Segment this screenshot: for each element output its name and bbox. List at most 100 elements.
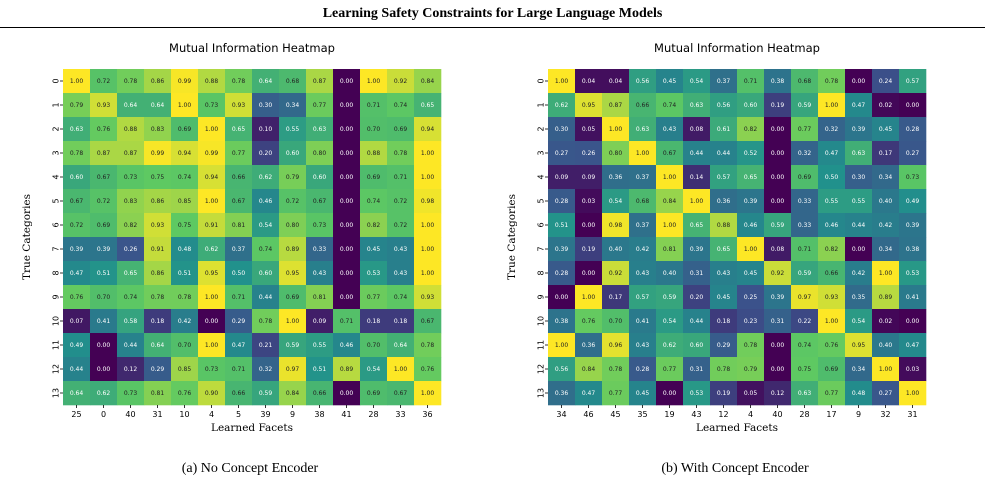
heatmap-cell [333, 381, 361, 406]
cell-value-label: 0.00 [205, 318, 219, 325]
cell-value-label: 0.70 [178, 342, 192, 349]
cell-value-label: 0.28 [906, 126, 920, 133]
heatmap-cell [548, 141, 576, 166]
cell-value-label: 0.69 [367, 174, 381, 181]
x-tick-label: 45 [610, 410, 620, 419]
cell-value-label: 0.99 [178, 78, 192, 85]
heatmap-cell [279, 333, 307, 358]
cell-value-label: 0.02 [879, 318, 893, 325]
cell-value-label: 0.48 [852, 390, 866, 397]
cell-value-label: 1.00 [825, 318, 839, 325]
heatmap-cell [279, 381, 307, 406]
cell-value-label: 0.67 [421, 318, 435, 325]
heatmap-cell [737, 165, 765, 190]
cell-value-label: 0.78 [232, 78, 246, 85]
cell-value-label: 0.77 [367, 294, 381, 301]
heatmap-cell [414, 237, 442, 262]
cell-value-label: 0.63 [636, 126, 650, 133]
cell-value-label: 0.28 [636, 366, 650, 373]
heatmap-cell [629, 69, 657, 94]
heatmap-cell [737, 333, 765, 358]
heatmap-cell [872, 141, 900, 166]
heatmap-cell [818, 237, 846, 262]
heatmap-cell [899, 333, 927, 358]
cell-value-label: 0.93 [151, 222, 165, 229]
cell-value-label: 0.54 [852, 318, 866, 325]
cell-value-label: 0.81 [313, 294, 327, 301]
cell-value-label: 0.00 [771, 174, 785, 181]
heatmap-cell [144, 117, 172, 142]
heatmap-cell [306, 141, 334, 166]
cell-value-label: 0.00 [340, 294, 354, 301]
cell-value-label: 0.74 [798, 342, 812, 349]
heatmap-cell [63, 141, 91, 166]
heatmap-cell [387, 237, 415, 262]
heatmap-cell [171, 117, 199, 142]
heatmap-cell [414, 357, 442, 382]
cell-value-label: 0.29 [232, 318, 246, 325]
heatmap-cell [117, 93, 145, 118]
heatmap-cell [360, 357, 388, 382]
cell-value-label: 0.42 [879, 222, 893, 229]
cell-value-label: 0.39 [690, 246, 704, 253]
heatmap-cell [360, 285, 388, 310]
heatmap-cell [90, 165, 118, 190]
y-tick-label: 13 [52, 388, 61, 398]
heatmap-cell [225, 213, 253, 238]
cell-value-label: 0.74 [367, 198, 381, 205]
cell-value-label: 0.62 [205, 246, 219, 253]
heatmap-cell [575, 381, 603, 406]
cell-value-label: 0.67 [313, 198, 327, 205]
heatmap-cell [144, 261, 172, 286]
cell-value-label: 0.00 [771, 126, 785, 133]
cell-value-label: 0.99 [151, 150, 165, 157]
heatmap-cell [225, 261, 253, 286]
cell-value-label: 0.73 [906, 174, 920, 181]
heatmap-cell [737, 261, 765, 286]
cell-value-label: 0.62 [259, 174, 273, 181]
x-tick-label: 43 [691, 410, 701, 419]
cell-value-label: 1.00 [205, 198, 219, 205]
cell-value-label: 0.88 [124, 126, 138, 133]
heatmap-cell [90, 381, 118, 406]
cell-value-label: 0.44 [717, 150, 731, 157]
heatmap-cell [63, 189, 91, 214]
cell-value-label: 0.87 [609, 102, 623, 109]
cell-value-label: 0.28 [555, 198, 569, 205]
heatmap-cell [710, 237, 738, 262]
heatmap-cell [548, 93, 576, 118]
heatmap-cell [791, 309, 819, 334]
heatmap-cell [656, 69, 684, 94]
heatmap-cell [737, 213, 765, 238]
cell-value-label: 0.04 [582, 78, 596, 85]
heatmap-cell [63, 93, 91, 118]
cell-value-label: 0.63 [690, 102, 704, 109]
heatmap-cell [414, 165, 442, 190]
cell-value-label: 0.73 [205, 102, 219, 109]
heatmap-cell [117, 141, 145, 166]
cell-value-label: 0.94 [421, 126, 435, 133]
heatmap-cell [602, 141, 630, 166]
heatmap-cell [117, 69, 145, 94]
heatmap-cell [198, 285, 226, 310]
heatmap-cell [845, 93, 873, 118]
heatmap-cell [683, 237, 711, 262]
heatmap-cell [548, 309, 576, 334]
cell-value-label: 0.76 [70, 294, 84, 301]
cell-value-label: 0.89 [286, 246, 300, 253]
cell-value-label: 0.95 [582, 102, 596, 109]
y-tick-label: 5 [52, 198, 61, 203]
heatmap-cell [333, 309, 361, 334]
heatmap-cell [629, 237, 657, 262]
cell-value-label: 0.45 [663, 78, 677, 85]
x-tick-label: 4 [209, 410, 214, 419]
heatmap-cell [845, 165, 873, 190]
heatmap-cell [683, 69, 711, 94]
heatmap-cell [414, 261, 442, 286]
cell-value-label: 0.52 [744, 150, 758, 157]
y-tick-label: 3 [537, 150, 546, 155]
heatmap-cell [360, 213, 388, 238]
heatmap-cell [171, 309, 199, 334]
heatmap-panel-b: Mutual Information Heatmap 1.00 0.04 0.04 0.… [495, 34, 975, 454]
heatmap-cell [414, 213, 442, 238]
